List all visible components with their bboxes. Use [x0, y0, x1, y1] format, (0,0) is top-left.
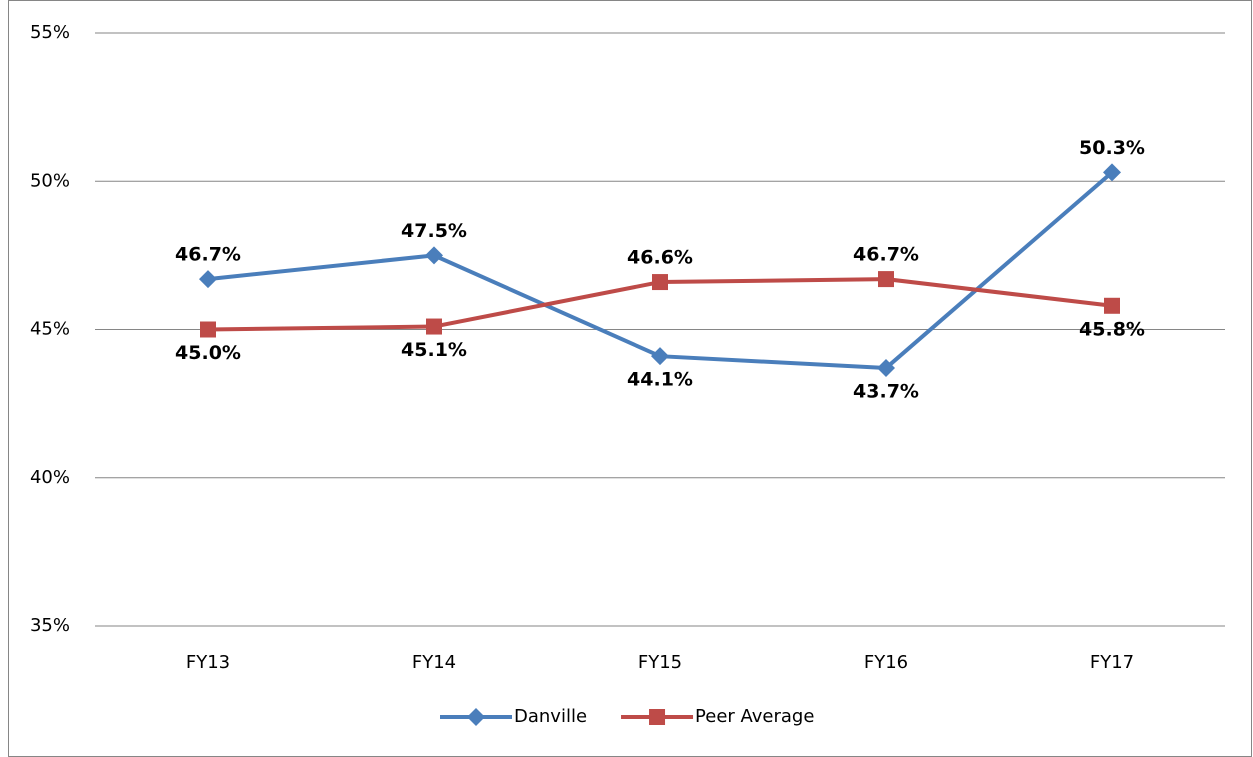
x-tick-label: FY17: [1090, 652, 1134, 673]
value-label: 47.5%: [401, 220, 467, 242]
x-tick-label: FY14: [412, 652, 456, 673]
value-label: 45.1%: [401, 339, 467, 361]
value-label: 45.0%: [175, 342, 241, 364]
value-label: 46.7%: [175, 244, 241, 266]
data-point: [199, 270, 217, 289]
data-point: [651, 347, 669, 366]
value-label: 50.3%: [1079, 137, 1145, 159]
chart-border: [8, 0, 1252, 757]
data-point: [425, 246, 443, 265]
legend-label: Danville: [514, 706, 587, 727]
y-tick-label: 35%: [30, 615, 70, 636]
data-point: [1104, 297, 1120, 314]
data-point: [1103, 163, 1121, 182]
data-point: [877, 359, 895, 378]
x-tick-label: FY15: [638, 652, 682, 673]
data-point: [200, 321, 216, 338]
value-label: 44.1%: [627, 369, 693, 391]
y-tick-label: 50%: [30, 170, 70, 191]
legend-marker: [467, 708, 485, 726]
y-tick-label: 40%: [30, 467, 70, 488]
legend-marker: [649, 709, 666, 725]
x-tick-label: FY16: [864, 652, 908, 673]
x-tick-label: FY13: [186, 652, 230, 673]
legend-label: Peer Average: [695, 706, 814, 727]
data-point: [426, 318, 442, 335]
data-point: [878, 271, 894, 288]
y-tick-label: 55%: [30, 22, 70, 43]
y-tick-label: 45%: [30, 319, 70, 340]
value-label: 46.7%: [853, 244, 919, 266]
value-label: 43.7%: [853, 381, 919, 403]
value-label: 45.8%: [1079, 318, 1145, 340]
value-label: 46.6%: [627, 247, 693, 269]
data-point: [652, 274, 668, 291]
